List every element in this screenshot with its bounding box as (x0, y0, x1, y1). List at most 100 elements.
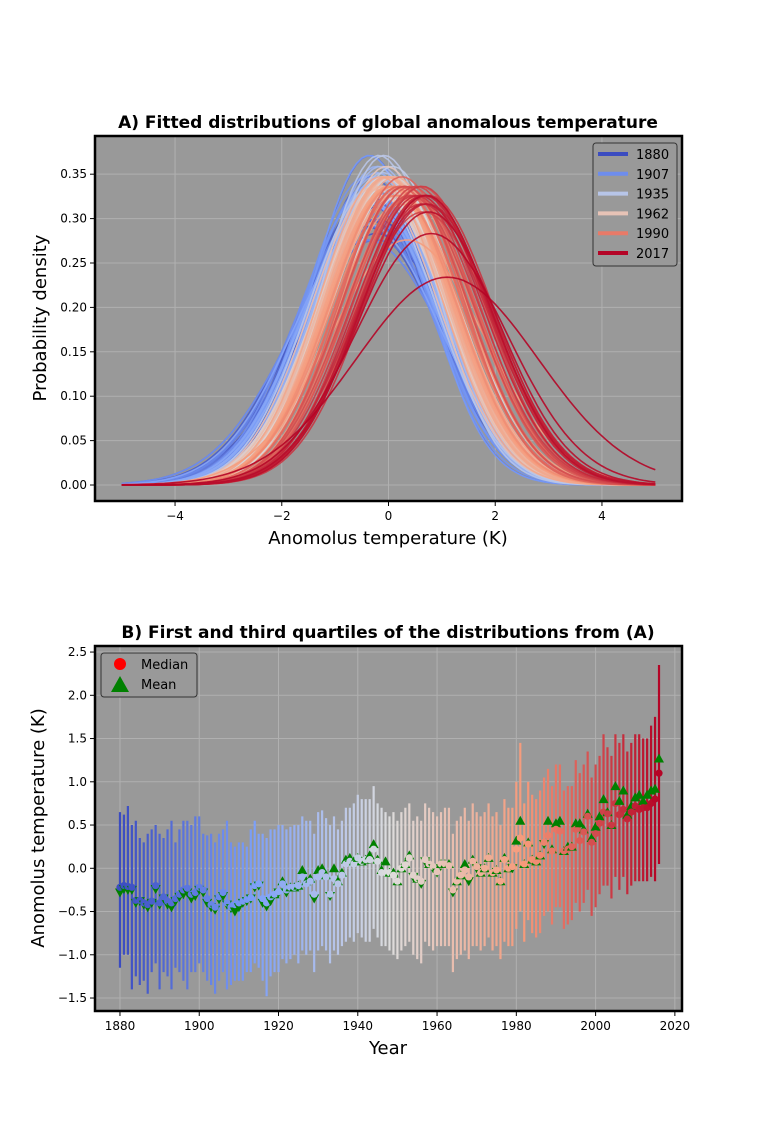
chart-a-ytick-label: 0.15 (60, 345, 87, 359)
chart-a-xtick-label: −2 (273, 509, 291, 523)
median-marker (651, 795, 659, 803)
median-marker (595, 819, 604, 827)
chart-b-xtick-label: 1900 (184, 1019, 215, 1033)
median-marker (496, 877, 505, 885)
distribution-curve (121, 276, 656, 486)
median-marker (199, 886, 207, 894)
chart-a-xtick-label: 0 (385, 509, 393, 523)
chart-b-xtick-label: 1940 (343, 1019, 374, 1033)
median-marker (445, 862, 453, 870)
mean-marker (459, 858, 470, 868)
median-marker (615, 811, 623, 819)
median-marker (278, 880, 287, 888)
median-marker (203, 894, 211, 903)
chart-b-ytick-label: 0.0 (68, 861, 87, 875)
median-marker (457, 871, 465, 879)
median-marker (326, 890, 334, 898)
median-marker (540, 838, 548, 846)
median-marker (298, 873, 306, 881)
median-marker (619, 805, 627, 814)
median-marker (481, 864, 489, 872)
chart-a-xtick-label: 4 (598, 509, 606, 523)
median-marker (500, 856, 509, 864)
median-marker (532, 857, 540, 865)
median-marker (148, 897, 156, 905)
mean-marker (598, 794, 609, 804)
mean-marker (654, 753, 665, 763)
chart-b-ytick-label: −1.0 (58, 948, 87, 962)
legend-label: Median (141, 658, 188, 673)
median-marker (374, 857, 382, 865)
median-marker (461, 866, 469, 874)
median-marker (401, 861, 409, 869)
legend-label: 1962 (636, 207, 669, 222)
chart-a-ytick-label: 0.25 (60, 256, 87, 270)
median-marker (183, 884, 191, 892)
median-marker (572, 825, 580, 833)
chart-a-ytick-label: 0.30 (60, 212, 87, 226)
median-marker (469, 857, 477, 865)
chart-a-ytick-label: 0.00 (60, 478, 87, 492)
median-marker (591, 830, 600, 838)
median-marker (556, 827, 564, 835)
median-marker (492, 866, 501, 874)
median-marker (568, 843, 576, 851)
chart-b-ytick-label: 2.0 (68, 688, 87, 702)
median-marker (623, 815, 631, 823)
median-marker (211, 903, 219, 911)
median-marker (576, 837, 584, 845)
median-marker (473, 862, 481, 871)
median-marker (580, 828, 588, 836)
distribution-curve (121, 211, 656, 486)
legend-median-marker (114, 658, 126, 670)
median-marker (389, 871, 398, 879)
chart-a-ylabel: Probability density (30, 234, 51, 401)
legend-label: 2017 (636, 247, 669, 262)
median-marker (366, 856, 374, 864)
median-marker (512, 845, 520, 853)
chart-a-xtick-label: −4 (166, 509, 184, 523)
mean-marker (618, 785, 629, 795)
median-marker (484, 854, 493, 862)
distribution-curve (121, 232, 656, 486)
chart-a-xtick-label: 2 (491, 509, 499, 523)
median-marker (405, 854, 413, 862)
median-marker (247, 894, 255, 902)
median-marker (429, 862, 437, 871)
median-marker (588, 838, 596, 846)
chart-a-ytick-label: 0.20 (60, 300, 87, 314)
mean-marker (380, 856, 391, 866)
chart-a-xlabel: Anomolus temperature (K) (268, 528, 508, 549)
median-marker (536, 851, 544, 859)
mean-marker (554, 815, 565, 825)
median-marker (544, 831, 552, 840)
chart-b-xtick-label: 1960 (422, 1019, 453, 1033)
median-marker (128, 883, 136, 891)
chart-a-ytick-label: 0.35 (60, 167, 87, 181)
legend-label: 1907 (636, 168, 669, 183)
legend-label: 1880 (636, 148, 669, 163)
median-marker (627, 808, 635, 816)
mean-marker (590, 821, 601, 831)
median-marker (322, 873, 330, 881)
median-marker (607, 821, 616, 829)
mean-marker (368, 839, 379, 849)
mean-marker (638, 795, 649, 805)
median-marker (310, 890, 318, 898)
median-marker (603, 810, 612, 818)
median-marker (219, 888, 227, 897)
median-marker (508, 862, 516, 871)
median-marker (433, 868, 441, 876)
mean-marker (229, 907, 240, 917)
median-marker (350, 860, 358, 868)
chart-b-xtick-label: 1980 (501, 1019, 532, 1033)
median-marker (449, 886, 457, 894)
median-marker (306, 877, 314, 885)
median-marker (255, 880, 263, 888)
chart-b-xtick-label: 2020 (660, 1019, 691, 1033)
legend-label: 1935 (636, 188, 669, 203)
chart-b-ytick-label: 0.5 (68, 818, 87, 832)
mean-marker (630, 792, 641, 802)
mean-marker (650, 783, 661, 793)
chart-a-title: A) Fitted distributions of global anomal… (118, 113, 658, 133)
